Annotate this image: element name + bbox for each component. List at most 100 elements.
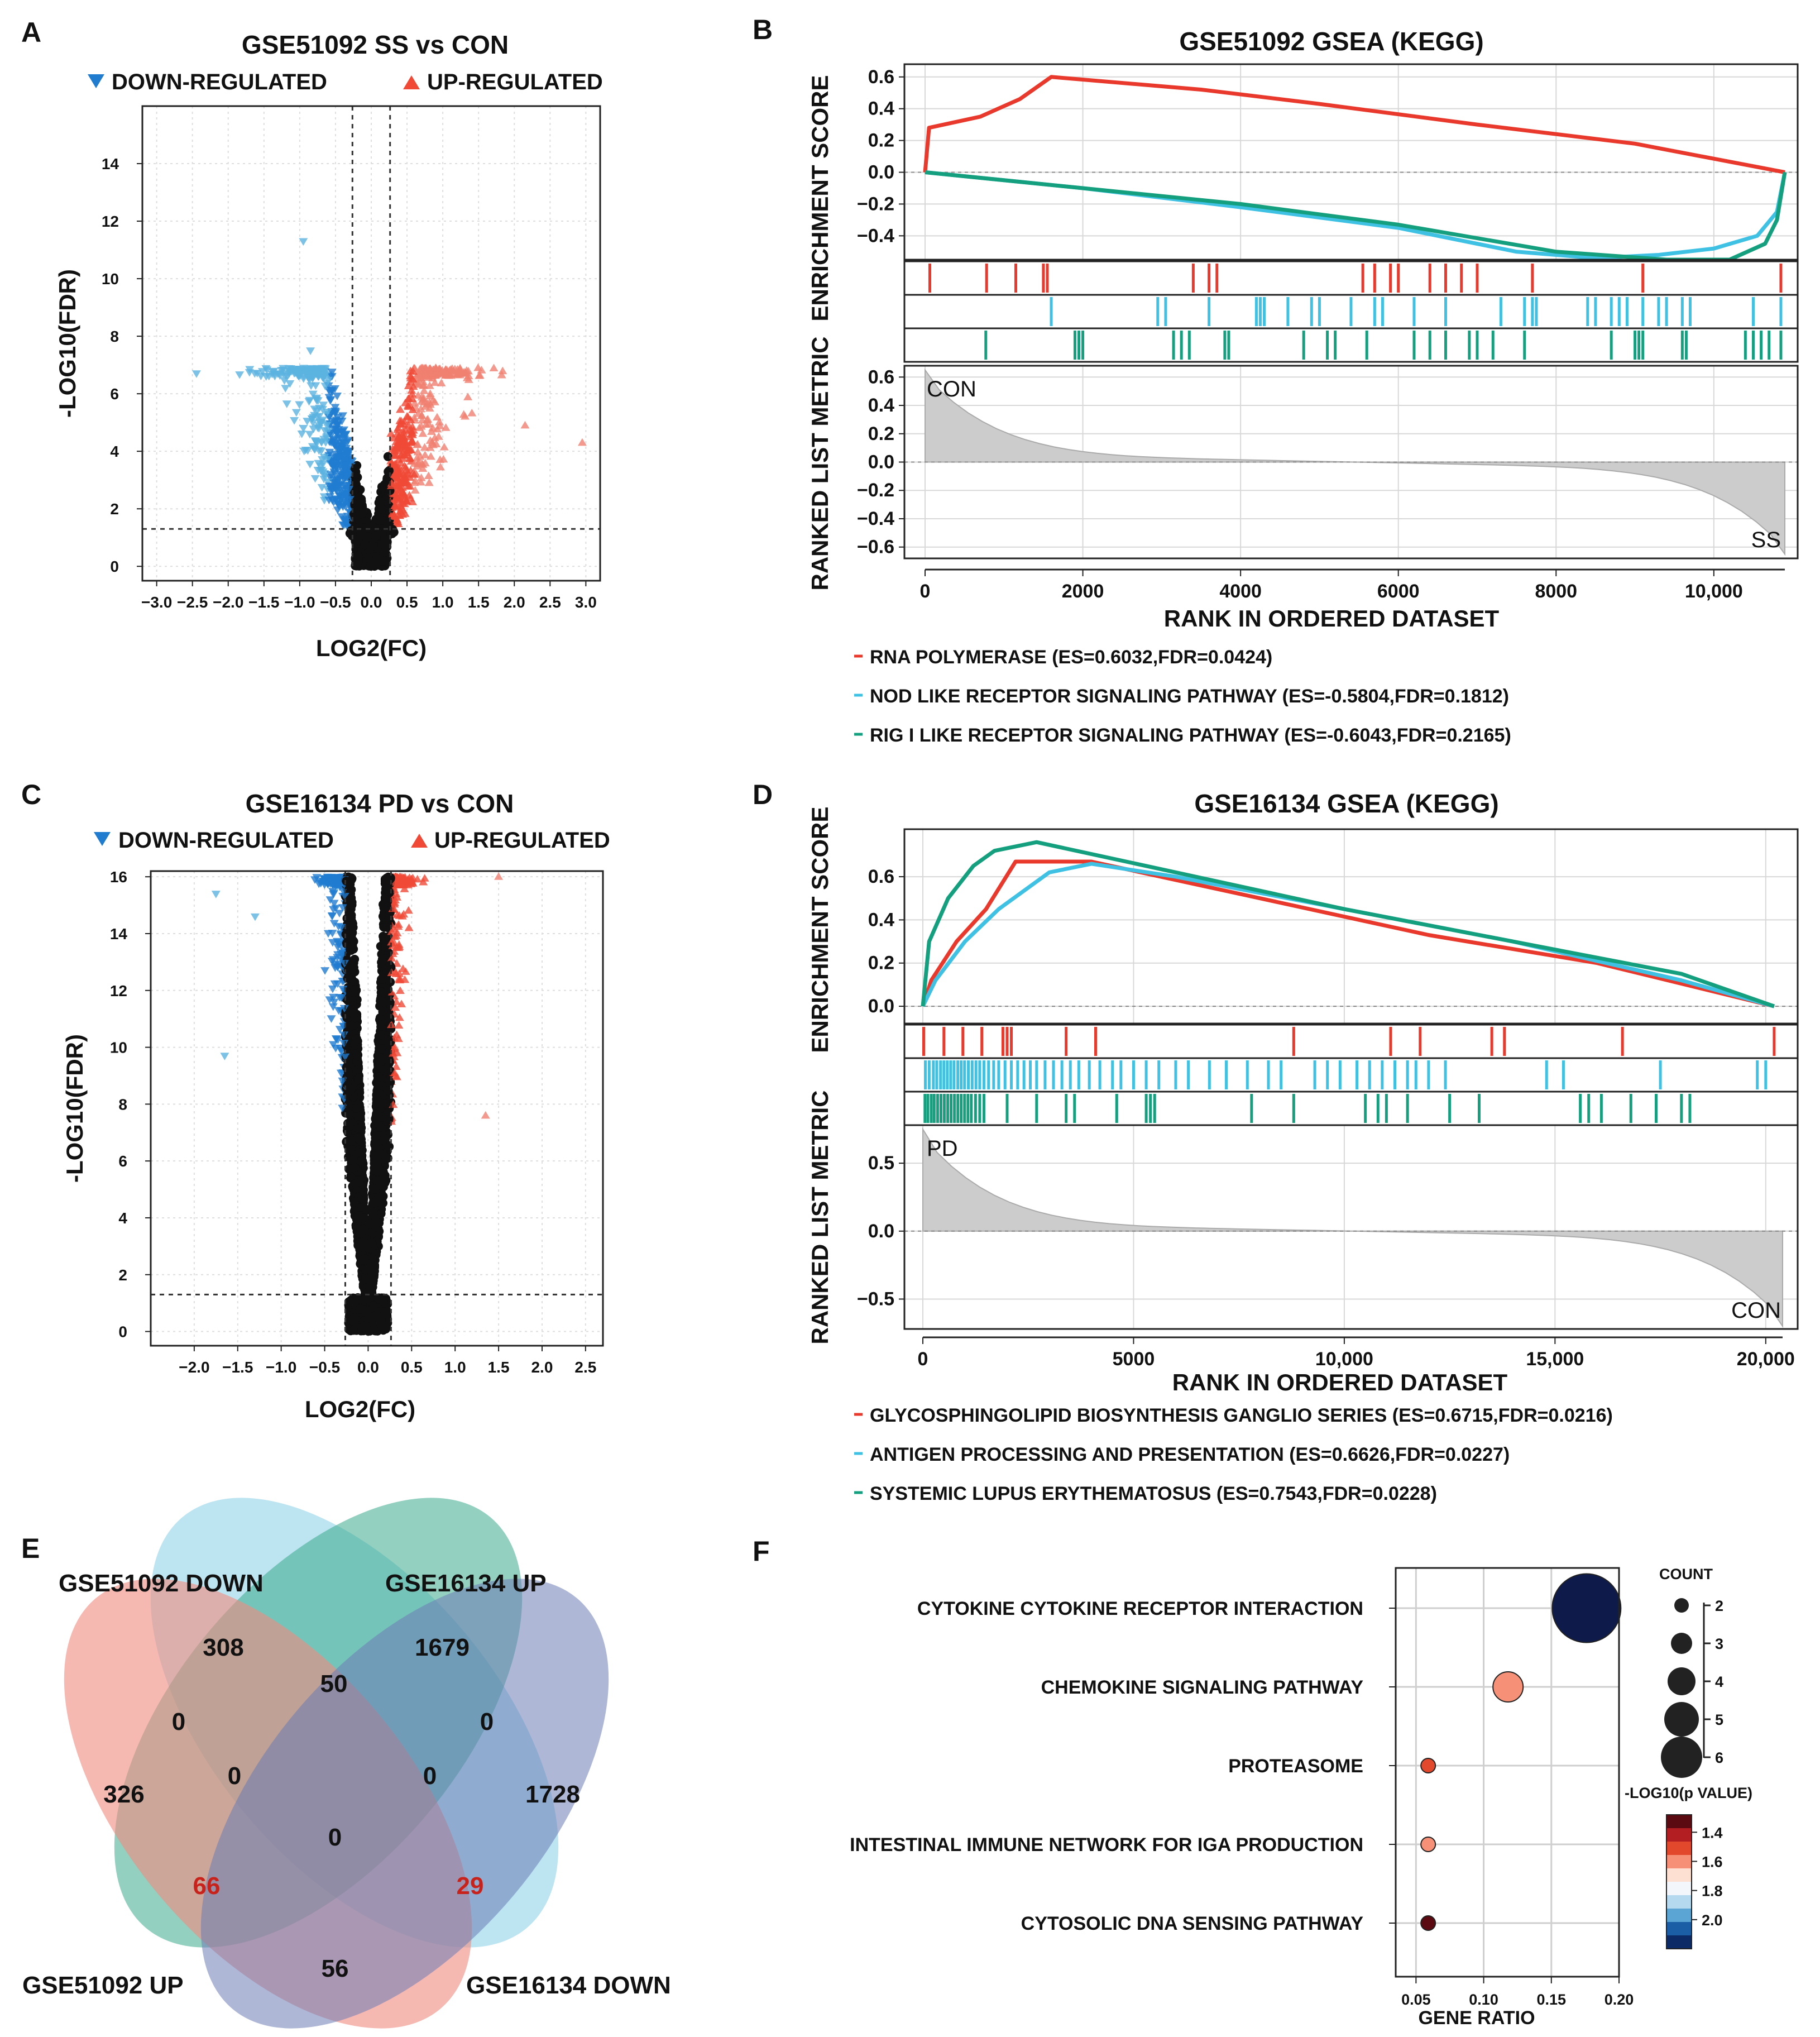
up-point	[418, 460, 428, 468]
up-point	[406, 455, 415, 462]
y-tick-label: 12	[102, 213, 119, 230]
up-point	[475, 371, 484, 379]
down-point	[305, 461, 315, 468]
up-point	[426, 452, 435, 460]
non-significant-point	[367, 561, 376, 570]
non-significant-point	[383, 452, 392, 461]
down-point	[332, 463, 341, 471]
up-point	[410, 476, 420, 484]
up-point	[408, 375, 418, 382]
down-point	[191, 370, 201, 378]
up-point	[422, 415, 432, 423]
up-point	[439, 455, 448, 463]
down-point	[320, 382, 330, 390]
x-tick-label: 0.0	[361, 594, 382, 611]
panel-label-c: C	[21, 779, 41, 810]
up-point	[395, 478, 404, 486]
up-point	[425, 400, 435, 408]
down-point	[245, 366, 255, 374]
up-point	[420, 398, 429, 406]
up-point	[417, 393, 427, 401]
down-point	[339, 439, 349, 448]
up-point	[439, 442, 449, 451]
x-tick-label: 1.0	[432, 594, 454, 611]
down-point	[335, 475, 344, 483]
down-point	[305, 431, 314, 439]
up-point	[451, 370, 460, 378]
down-point	[320, 370, 329, 379]
non-significant-point	[379, 556, 388, 565]
up-point	[420, 451, 430, 458]
down-point	[312, 413, 322, 422]
down-point	[331, 407, 340, 415]
down-point	[341, 503, 351, 511]
x-tick-label: −2.0	[213, 594, 243, 611]
non-significant-point	[351, 478, 360, 487]
up-point	[408, 390, 417, 398]
down-point	[333, 413, 343, 422]
y-tick-label: 8	[110, 328, 119, 345]
down-point	[262, 366, 272, 374]
down-point	[311, 382, 320, 390]
up-point	[387, 481, 396, 489]
down-point	[299, 425, 308, 433]
down-point	[340, 457, 349, 465]
down-point	[334, 503, 344, 511]
down-triangle-icon	[88, 74, 104, 88]
x-tick-label: −1.0	[284, 594, 315, 611]
down-point	[337, 418, 347, 425]
down-point	[344, 485, 354, 494]
down-point	[314, 460, 323, 468]
down-point	[304, 367, 314, 375]
up-point	[435, 462, 445, 471]
x-tick-label: 0.5	[396, 594, 418, 611]
up-point	[489, 364, 499, 372]
panel-label-a: A	[21, 17, 41, 48]
y-tick-label: 6	[110, 385, 119, 403]
down-point	[341, 472, 350, 480]
up-point	[434, 432, 443, 440]
up-point	[431, 364, 440, 371]
down-point	[275, 372, 285, 380]
down-point	[305, 396, 314, 405]
up-point	[428, 395, 438, 404]
x-tick-label: 3.0	[575, 594, 597, 611]
up-point	[418, 464, 428, 472]
down-triangle-icon	[94, 832, 111, 846]
down-point	[235, 371, 245, 379]
up-point	[438, 366, 447, 374]
up-point	[420, 402, 430, 410]
up-point	[409, 382, 418, 390]
x-tick-label: 2.0	[504, 594, 525, 611]
panel-label-b: B	[753, 14, 773, 45]
up-point	[420, 443, 429, 451]
up-point	[408, 405, 418, 413]
up-point	[404, 444, 414, 452]
down-point	[340, 491, 349, 499]
down-point	[332, 429, 341, 438]
panel-c-title: GSE16134 PD vs CON	[246, 789, 514, 818]
up-point	[403, 448, 412, 456]
up-point	[399, 490, 409, 498]
non-significant-point	[368, 541, 378, 551]
down-point	[319, 454, 329, 462]
up-point	[398, 454, 408, 462]
up-point	[428, 441, 438, 448]
down-point	[305, 376, 314, 384]
up-point	[396, 419, 405, 427]
x-tick-label: 1.5	[468, 594, 490, 611]
up-point	[433, 369, 443, 377]
up-point	[408, 367, 418, 375]
y-tick-label: 4	[110, 443, 119, 460]
up-point	[419, 386, 429, 394]
up-point	[413, 453, 422, 461]
panel-a-xlabel: LOG2(FC)	[316, 635, 427, 661]
down-point	[341, 520, 351, 528]
down-point	[327, 372, 337, 381]
non-significant-point	[360, 540, 370, 549]
panel-c-legend: DOWN-REGULATED UP-REGULATED	[94, 828, 610, 853]
up-point	[463, 393, 473, 400]
up-point	[410, 399, 419, 407]
